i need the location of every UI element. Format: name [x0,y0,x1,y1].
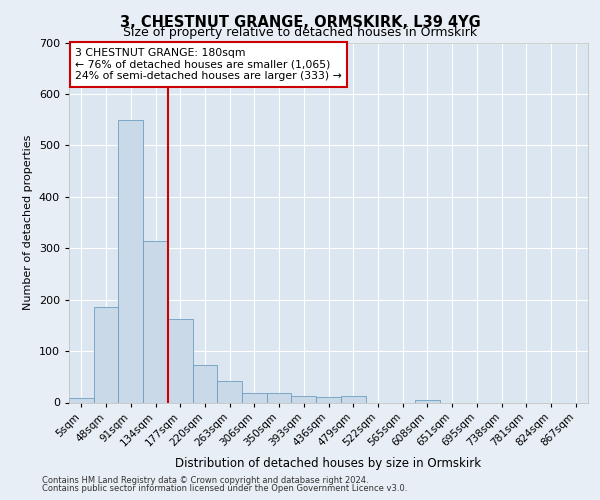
Bar [143,240,168,402]
Bar [118,120,143,403]
Bar [94,307,118,402]
Text: Size of property relative to detached houses in Ormskirk: Size of property relative to detached ho… [123,26,477,39]
Bar [341,396,365,402]
Y-axis label: Number of detached properties: Number of detached properties [23,135,33,310]
Bar [415,400,440,402]
Bar [217,381,242,402]
Bar [267,392,292,402]
Text: Contains public sector information licensed under the Open Government Licence v3: Contains public sector information licen… [42,484,407,493]
X-axis label: Distribution of detached houses by size in Ormskirk: Distribution of detached houses by size … [175,456,482,469]
Bar [69,398,94,402]
Bar [242,393,267,402]
Text: Contains HM Land Registry data © Crown copyright and database right 2024.: Contains HM Land Registry data © Crown c… [42,476,368,485]
Text: 3, CHESTNUT GRANGE, ORMSKIRK, L39 4YG: 3, CHESTNUT GRANGE, ORMSKIRK, L39 4YG [119,15,481,30]
Bar [316,397,341,402]
Bar [193,366,217,403]
Bar [168,318,193,402]
Bar [292,396,316,402]
Text: 3 CHESTNUT GRANGE: 180sqm
← 76% of detached houses are smaller (1,065)
24% of se: 3 CHESTNUT GRANGE: 180sqm ← 76% of detac… [75,48,342,81]
